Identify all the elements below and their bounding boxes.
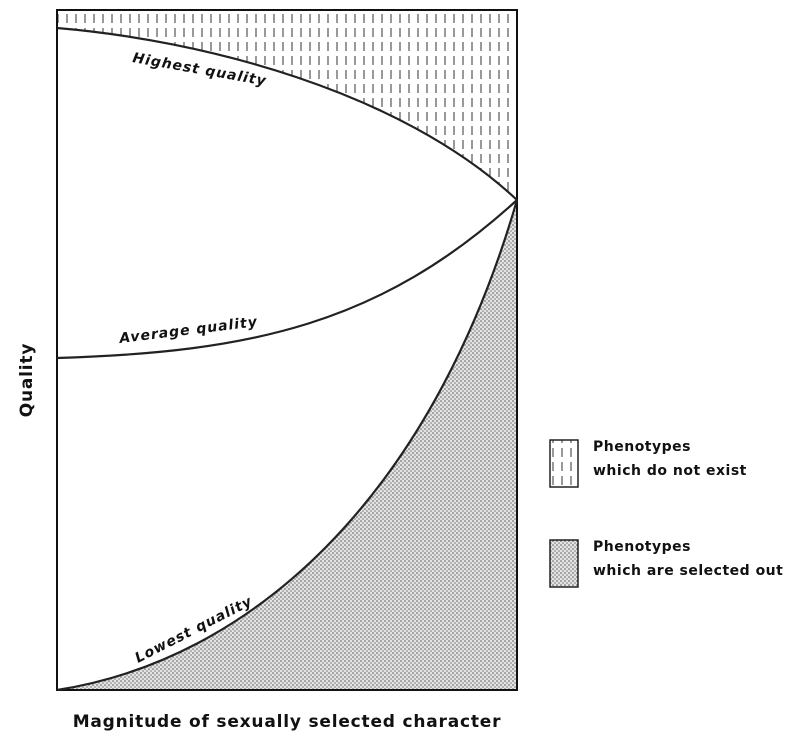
legend-swatch — [549, 439, 579, 488]
x-axis-label: Magnitude of sexually selected character — [73, 712, 502, 732]
highest-curve — [56, 26, 518, 201]
average-curve — [56, 199, 518, 360]
legend-swatch — [549, 539, 579, 588]
legend-text: which do not exist — [593, 463, 747, 479]
lowest-curve — [56, 199, 519, 692]
nonexistent-region — [57, 10, 517, 200]
legend-text: which are selected out — [593, 563, 783, 579]
selected-out-region — [57, 200, 517, 690]
y-axis-label: Quality — [17, 343, 37, 418]
legend-text: Phenotypes — [593, 539, 691, 555]
curve-label: Average quality — [118, 314, 259, 347]
plot-frame — [56, 9, 518, 691]
legend-text: Phenotypes — [593, 439, 691, 455]
